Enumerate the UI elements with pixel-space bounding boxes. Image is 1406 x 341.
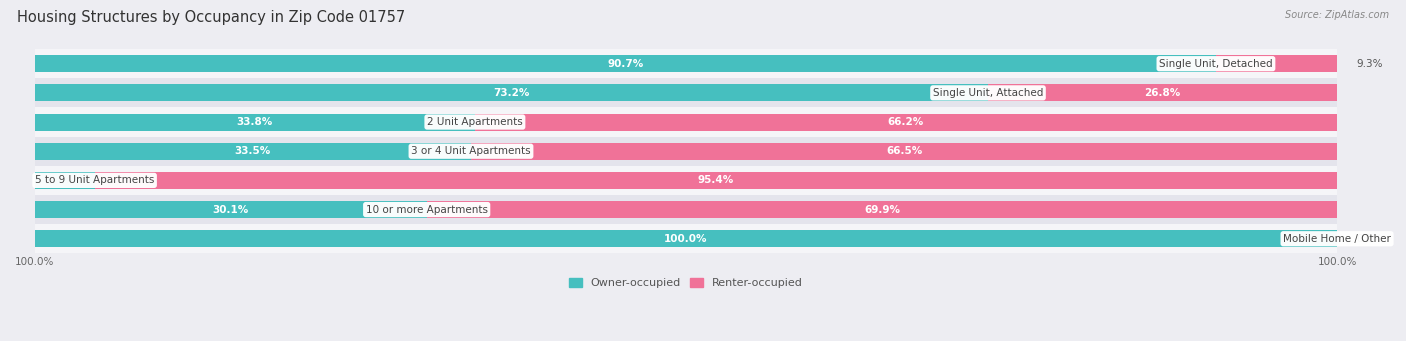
Bar bbox=[426, 201, 1337, 218]
Text: Housing Structures by Occupancy in Zip Code 01757: Housing Structures by Occupancy in Zip C… bbox=[17, 10, 405, 25]
Bar bbox=[35, 78, 1337, 107]
Text: 5 to 9 Unit Apartments: 5 to 9 Unit Apartments bbox=[35, 175, 155, 186]
Text: 90.7%: 90.7% bbox=[607, 59, 644, 69]
Text: 26.8%: 26.8% bbox=[1144, 88, 1181, 98]
Text: 9.3%: 9.3% bbox=[1357, 59, 1384, 69]
Bar bbox=[35, 143, 471, 160]
Bar bbox=[35, 49, 1337, 78]
Bar bbox=[35, 137, 1337, 166]
Text: 4.6%: 4.6% bbox=[49, 175, 75, 186]
Text: Single Unit, Detached: Single Unit, Detached bbox=[1159, 59, 1272, 69]
Text: 66.2%: 66.2% bbox=[887, 117, 924, 127]
Bar bbox=[35, 172, 94, 189]
Text: 2 Unit Apartments: 2 Unit Apartments bbox=[427, 117, 523, 127]
Text: 66.5%: 66.5% bbox=[886, 146, 922, 156]
Bar bbox=[471, 143, 1337, 160]
Bar bbox=[35, 55, 1216, 72]
Text: Source: ZipAtlas.com: Source: ZipAtlas.com bbox=[1285, 10, 1389, 20]
Text: 95.4%: 95.4% bbox=[697, 175, 734, 186]
Text: 33.5%: 33.5% bbox=[235, 146, 271, 156]
Text: 30.1%: 30.1% bbox=[212, 205, 249, 214]
Legend: Owner-occupied, Renter-occupied: Owner-occupied, Renter-occupied bbox=[564, 273, 807, 293]
Bar bbox=[35, 195, 1337, 224]
Bar bbox=[35, 224, 1337, 253]
Text: 73.2%: 73.2% bbox=[494, 88, 530, 98]
Bar bbox=[35, 230, 1337, 247]
Bar bbox=[475, 114, 1337, 131]
Bar bbox=[94, 172, 1337, 189]
Text: 100.0%: 100.0% bbox=[664, 234, 707, 244]
Bar bbox=[35, 166, 1337, 195]
Text: 0.0%: 0.0% bbox=[1357, 234, 1384, 244]
Bar bbox=[35, 107, 1337, 137]
Text: Mobile Home / Other: Mobile Home / Other bbox=[1284, 234, 1391, 244]
Text: 10 or more Apartments: 10 or more Apartments bbox=[366, 205, 488, 214]
Text: 69.9%: 69.9% bbox=[863, 205, 900, 214]
Bar bbox=[35, 114, 475, 131]
Text: Single Unit, Attached: Single Unit, Attached bbox=[932, 88, 1043, 98]
Bar bbox=[988, 85, 1337, 101]
Text: 33.8%: 33.8% bbox=[236, 117, 273, 127]
Bar bbox=[35, 201, 426, 218]
Text: 3 or 4 Unit Apartments: 3 or 4 Unit Apartments bbox=[411, 146, 531, 156]
Bar bbox=[1216, 55, 1337, 72]
Bar bbox=[35, 85, 988, 101]
